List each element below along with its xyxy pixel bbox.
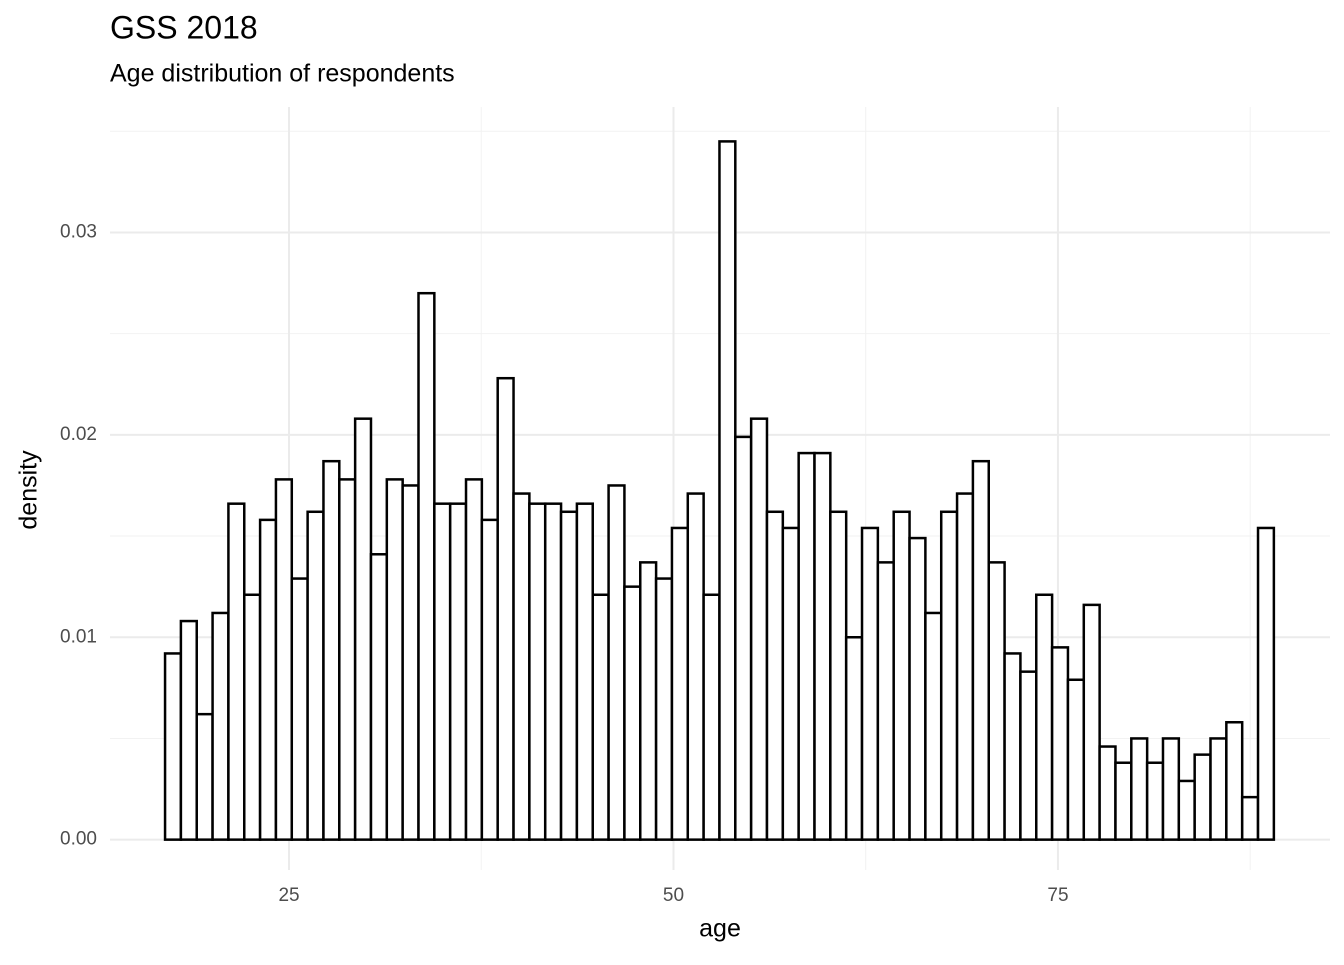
bar bbox=[385, 478, 404, 841]
chart-title: GSS 2018 bbox=[110, 9, 258, 45]
bar bbox=[306, 510, 325, 841]
bar bbox=[528, 502, 547, 841]
bar bbox=[844, 636, 864, 841]
bar bbox=[496, 376, 515, 841]
bar bbox=[1145, 761, 1165, 841]
bar bbox=[623, 585, 642, 841]
bar bbox=[290, 577, 309, 841]
bar bbox=[353, 417, 373, 841]
bar bbox=[1256, 526, 1276, 841]
bar bbox=[908, 536, 927, 841]
bar bbox=[1193, 753, 1212, 841]
bar bbox=[829, 510, 848, 841]
bar bbox=[1161, 737, 1181, 841]
bar bbox=[480, 518, 499, 841]
bar bbox=[433, 502, 452, 841]
bar bbox=[1225, 721, 1244, 841]
bar bbox=[1209, 737, 1228, 841]
bar bbox=[417, 291, 436, 841]
bar bbox=[860, 526, 880, 841]
bar bbox=[1130, 737, 1149, 841]
y-tick-label: 0.02 bbox=[60, 424, 97, 445]
bar bbox=[987, 561, 1006, 841]
bar bbox=[243, 593, 262, 841]
bar bbox=[575, 502, 594, 841]
bar bbox=[274, 478, 294, 841]
bar bbox=[955, 492, 975, 841]
bar bbox=[1098, 745, 1117, 841]
bar bbox=[401, 484, 420, 841]
x-axis-title: age bbox=[699, 915, 741, 943]
bar bbox=[734, 435, 753, 841]
bar bbox=[179, 619, 198, 841]
bar bbox=[338, 478, 357, 841]
bar bbox=[512, 492, 531, 841]
bar bbox=[163, 652, 183, 841]
bar bbox=[1035, 593, 1054, 841]
bar bbox=[591, 593, 610, 841]
bar bbox=[369, 553, 389, 841]
x-tick-label: 75 bbox=[1047, 885, 1068, 906]
bar bbox=[448, 502, 468, 841]
bar bbox=[1019, 670, 1038, 841]
x-tick-label: 50 bbox=[663, 885, 684, 906]
bar bbox=[1066, 678, 1086, 841]
bar bbox=[797, 451, 816, 841]
bar bbox=[971, 459, 990, 841]
bar bbox=[1240, 795, 1260, 841]
y-tick-label: 0.00 bbox=[60, 829, 97, 850]
bar bbox=[1177, 779, 1196, 841]
y-tick-label: 0.01 bbox=[60, 626, 97, 647]
x-tick-label: 25 bbox=[278, 885, 299, 906]
bar bbox=[924, 611, 943, 841]
bar bbox=[702, 593, 721, 841]
bar bbox=[1114, 761, 1133, 841]
bar bbox=[607, 484, 626, 841]
bar bbox=[765, 510, 785, 841]
bar bbox=[195, 712, 214, 841]
bar bbox=[781, 526, 800, 841]
bar bbox=[639, 561, 658, 841]
bar bbox=[749, 417, 769, 841]
bar bbox=[1050, 646, 1070, 841]
bar bbox=[543, 502, 563, 841]
bar bbox=[559, 510, 579, 841]
bar bbox=[718, 140, 737, 841]
bar bbox=[1082, 603, 1101, 841]
bar bbox=[227, 502, 246, 841]
bar bbox=[670, 526, 690, 841]
bar bbox=[258, 518, 278, 841]
bar bbox=[322, 459, 341, 841]
bar bbox=[464, 478, 484, 841]
bar bbox=[686, 492, 705, 841]
bar bbox=[654, 577, 674, 841]
bar bbox=[892, 510, 911, 841]
y-tick-label: 0.03 bbox=[60, 221, 97, 242]
bar bbox=[211, 611, 230, 841]
bar bbox=[1003, 652, 1022, 841]
bar bbox=[939, 510, 959, 841]
y-axis-title: density bbox=[15, 450, 43, 530]
bar bbox=[813, 451, 832, 841]
chart-subtitle: Age distribution of respondents bbox=[110, 60, 455, 88]
bar bbox=[876, 561, 895, 841]
